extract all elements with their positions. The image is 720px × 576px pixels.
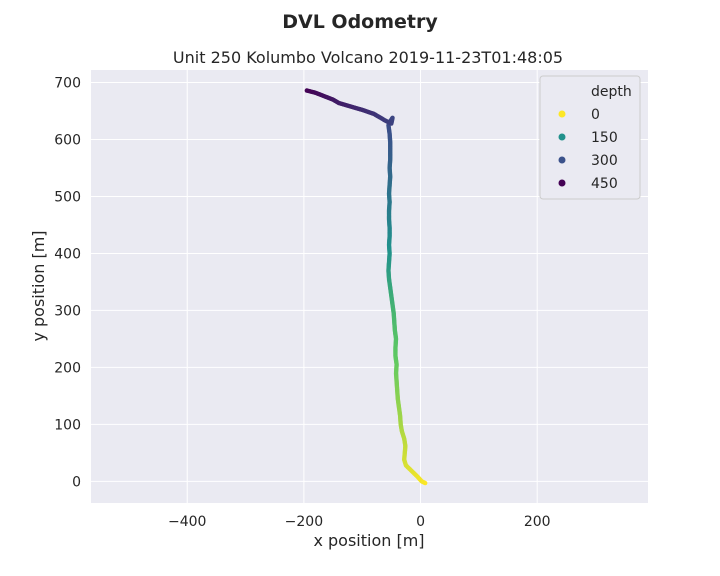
legend-label-2: 300 (591, 153, 618, 169)
x-tick-label: −400 (168, 514, 206, 530)
legend-marker-2 (558, 156, 566, 164)
y-tick-label: 400 (54, 246, 81, 262)
legend: depth 0 150 300 450 (539, 75, 641, 200)
y-tick-label: 200 (54, 360, 81, 376)
legend-marker-0 (558, 110, 566, 118)
y-tick-label: 0 (72, 474, 81, 490)
trajectory-track (304, 88, 428, 486)
y-tick-labels: 0 100 200 300 400 500 600 700 (54, 76, 81, 491)
y-tick-label: 700 (54, 76, 81, 92)
legend-marker-1 (558, 133, 566, 141)
x-tick-labels: −400 −200 0 200 (168, 514, 551, 530)
x-tick-label: 0 (416, 514, 425, 530)
x-tick-label: 200 (524, 514, 551, 530)
legend-label-1: 150 (591, 130, 618, 146)
track-point (304, 88, 310, 93)
y-tick-label: 500 (54, 189, 81, 205)
y-tick-label: 600 (54, 133, 81, 149)
x-tick-label: −200 (285, 514, 323, 530)
y-axis-label: y position [m] (29, 230, 48, 341)
chart-suptitle: DVL Odometry (282, 11, 438, 33)
legend-label-0: 0 (591, 107, 600, 123)
chart-title: Unit 250 Kolumbo Volcano 2019-11-23T01:4… (173, 48, 563, 67)
x-axis-label: x position [m] (313, 531, 424, 550)
legend-label-3: 450 (591, 176, 618, 192)
legend-title: depth (591, 84, 632, 100)
legend-marker-3 (558, 179, 566, 187)
legend-box (539, 75, 641, 200)
y-tick-label: 100 (54, 417, 81, 433)
y-tick-label: 300 (54, 303, 81, 319)
